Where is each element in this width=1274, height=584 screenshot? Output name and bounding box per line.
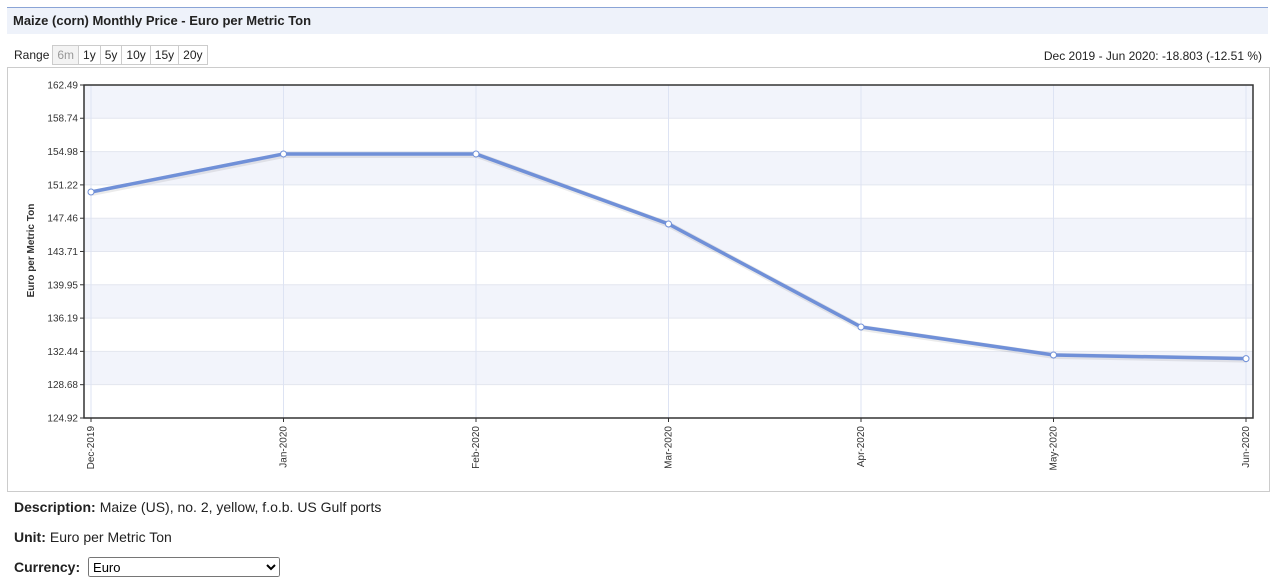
data-point	[857, 323, 865, 331]
currency-label: Currency:	[14, 558, 81, 575]
unit-label: Unit:	[14, 529, 46, 545]
x-tick-label: Dec-2019	[86, 426, 97, 470]
y-tick-label: 162.49	[47, 81, 78, 92]
data-point	[87, 188, 95, 196]
y-axis-label: Euro per Metric Ton	[26, 204, 37, 298]
y-tick-label: 124.92	[47, 414, 78, 425]
plot-border	[83, 84, 1254, 419]
range-button[interactable]: 6m	[52, 45, 80, 65]
range-label: Range	[14, 48, 50, 62]
y-tick-label: 154.98	[47, 147, 78, 158]
y-tick-label: 151.22	[47, 180, 78, 191]
range-button[interactable]: 20y	[178, 45, 208, 65]
data-point	[1050, 351, 1057, 359]
y-tick-label: 143.71	[47, 247, 78, 258]
y-tick-label: 132.44	[47, 347, 78, 358]
change-summary: Dec 2019 - Jun 2020: -18.803 (-12.51 %)	[1043, 49, 1262, 63]
unit-row: Unit: Euro per Metric Ton	[14, 529, 172, 545]
page-title: Maize (corn) Monthly Price - Euro per Me…	[7, 7, 1268, 34]
x-tick-label: Apr-2020	[856, 426, 867, 468]
chart-frame	[7, 67, 1270, 492]
data-point	[1242, 355, 1250, 363]
data-point	[280, 150, 287, 158]
x-tick-label: Mar-2020	[664, 426, 675, 469]
y-tick-label: 147.46	[47, 214, 78, 225]
x-tick-label: Jan-2020	[279, 426, 290, 468]
y-tick-label: 139.95	[47, 280, 78, 291]
data-point	[665, 220, 672, 228]
unit-text: Euro per Metric Ton	[49, 529, 172, 545]
range-selector: Range 6m 1y 5y 10y 15y 20y	[14, 45, 208, 65]
data-point	[472, 150, 480, 158]
range-button[interactable]: 15y	[149, 45, 180, 65]
x-tick-label: Feb-2020	[471, 426, 482, 469]
description-text: Maize (US), no. 2, yellow, f.o.b. US Gul…	[99, 499, 382, 515]
y-tick-label: 158.74	[47, 114, 78, 125]
x-tick-label: Jun-2020	[1241, 426, 1252, 468]
currency-row: Currency: Euro	[14, 557, 281, 577]
x-tick-label: May-2020	[1049, 426, 1060, 471]
description-row: Description: Maize (US), no. 2, yellow, f…	[14, 499, 381, 515]
y-tick-label: 128.68	[47, 380, 78, 391]
y-tick-label: 136.19	[47, 314, 78, 325]
chart: 124.92 128.68 132.44 136.19 139.95 143.71 147.…	[26, 81, 1254, 471]
description-label: Description:	[14, 499, 96, 515]
currency-select[interactable]: Euro	[88, 557, 281, 577]
